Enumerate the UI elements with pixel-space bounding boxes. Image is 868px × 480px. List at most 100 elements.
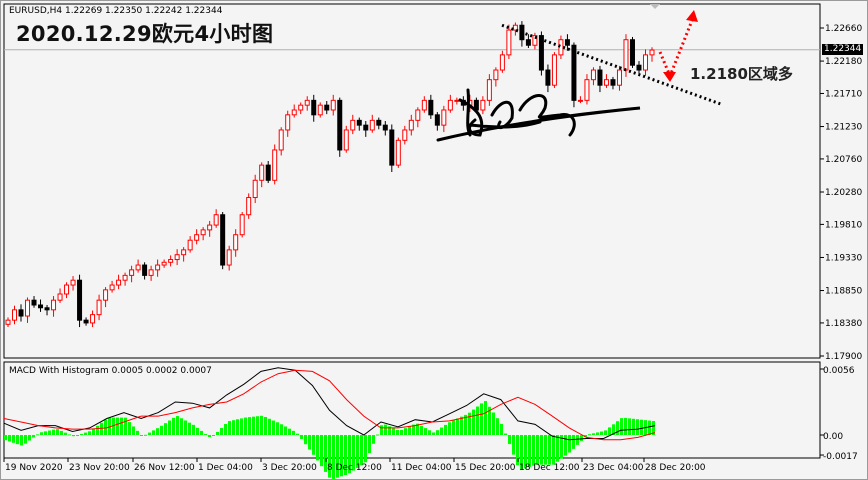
candle (369, 114, 375, 133)
candle (363, 121, 369, 137)
candle (168, 255, 174, 267)
histogram-bar (628, 418, 631, 435)
histogram-bar (120, 417, 123, 435)
candle-body (545, 69, 551, 86)
histogram-bar (52, 429, 55, 435)
candle-body (538, 35, 544, 71)
histogram-bar (476, 406, 479, 435)
candle (161, 259, 167, 268)
histogram-bar (128, 422, 131, 435)
histogram-bar (172, 417, 175, 435)
candle (525, 34, 531, 48)
candle (356, 117, 362, 131)
histogram-bar (232, 420, 235, 435)
histogram-bar (28, 435, 31, 441)
candle (265, 160, 271, 184)
candle-body (239, 214, 245, 236)
candle-body (317, 104, 323, 116)
histogram-bar (300, 435, 303, 439)
histogram-bar (148, 432, 151, 435)
histogram-bar (560, 435, 563, 459)
candle-body (168, 259, 174, 263)
candle-body (116, 279, 122, 286)
candle-body (571, 44, 577, 101)
candle (5, 317, 11, 328)
histogram-bar (40, 432, 43, 435)
candle (246, 193, 252, 219)
candle-body (636, 64, 642, 71)
candle (324, 101, 330, 115)
histogram-bar (624, 417, 627, 435)
histogram-bar (452, 420, 455, 435)
candle-body (304, 99, 310, 106)
candle-body (38, 304, 44, 309)
candle (142, 262, 148, 280)
candle (220, 211, 226, 270)
signal-line (3, 369, 656, 441)
histogram-bar (344, 435, 347, 475)
histogram-bar (332, 435, 335, 479)
x-tick-label: 15 Dec 20:00 (455, 463, 516, 473)
candle (577, 96, 583, 104)
histogram-bar (104, 419, 107, 435)
candle (610, 76, 616, 90)
histogram-bar (408, 426, 411, 435)
histogram-bar (224, 424, 227, 435)
histogram-bar (136, 430, 139, 435)
candle-body (376, 119, 382, 126)
histogram-bar (404, 428, 407, 435)
y-tick-label: 1.20280 (825, 188, 862, 198)
candle-body (428, 99, 434, 116)
candle-body (402, 129, 408, 141)
histogram-bar (72, 435, 75, 437)
y-tick-label: 1.21710 (825, 89, 862, 99)
candle-body (265, 164, 271, 181)
histogram-bar (596, 432, 599, 435)
candle-body (5, 319, 11, 325)
candle (70, 276, 76, 291)
histogram-bar (340, 435, 343, 477)
candle-body (142, 264, 148, 276)
candle-body (70, 279, 76, 286)
histogram-bar (500, 423, 503, 435)
histogram-bar (112, 417, 115, 435)
candle-body (181, 249, 187, 256)
candle-body (408, 119, 414, 131)
histogram-bar (252, 416, 255, 435)
candle (402, 125, 408, 145)
histogram-bar (196, 427, 199, 435)
y-tick-label: 1.17900 (825, 352, 862, 362)
histogram-bar (244, 417, 247, 435)
candle (434, 112, 440, 131)
histogram-bar (352, 435, 355, 471)
candle-body (493, 69, 499, 81)
histogram-bar (312, 435, 315, 455)
candle (83, 317, 89, 326)
candle-body (194, 234, 200, 241)
candle (382, 121, 388, 136)
histogram-bar (468, 412, 471, 435)
histogram-bar (524, 435, 527, 469)
candle-body (629, 39, 635, 66)
candle-body (506, 29, 512, 56)
histogram-bar (532, 435, 535, 466)
histogram-bar (32, 435, 35, 438)
candle (493, 67, 499, 87)
histogram-bar (76, 435, 79, 436)
candle (31, 296, 37, 308)
candle (304, 96, 310, 111)
histogram-bar (620, 418, 623, 435)
histogram-bar (116, 417, 119, 435)
histogram-bar (632, 418, 635, 435)
y-tick-label: 1.18850 (825, 287, 862, 297)
histogram-bar (400, 429, 403, 435)
candle (103, 287, 109, 308)
histogram-bar (516, 435, 519, 466)
candle (441, 105, 447, 133)
histogram-bar (360, 435, 363, 466)
histogram-bar (88, 431, 91, 435)
candle (12, 305, 18, 325)
candle (545, 64, 551, 93)
